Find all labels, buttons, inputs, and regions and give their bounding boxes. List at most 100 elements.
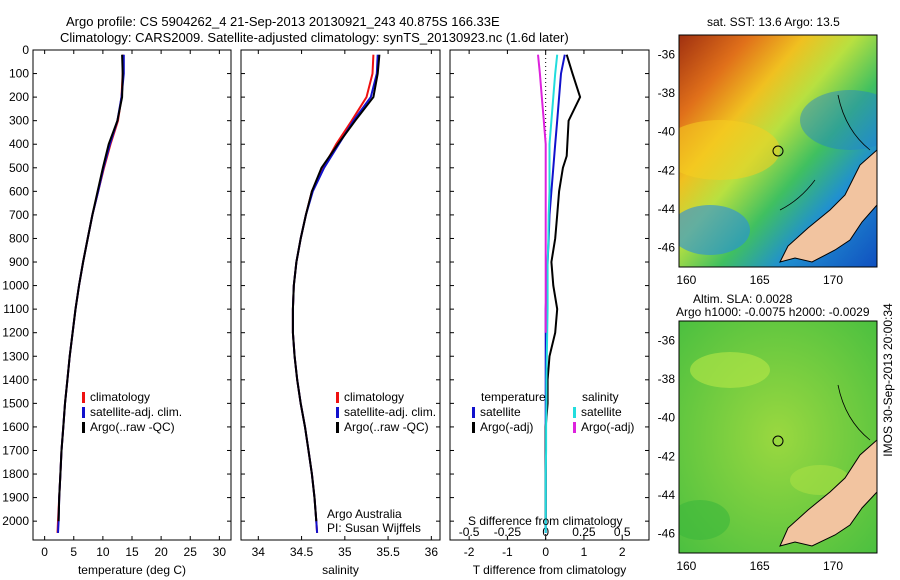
temp-xtick-label: 0 [41,545,48,559]
sla-map-ytick-label: -40 [658,411,676,425]
sal-legend-label: climatology [344,390,404,404]
figure-title-line2: Climatology: CARS2009. Satellite-adjuste… [60,30,569,45]
diff-xtick-label: 1 [581,545,588,559]
ytick-label: 400 [9,137,29,151]
salinity-annotation-line1: Argo Australia [327,507,402,521]
sal-xtick-label: 35.5 [376,545,400,559]
ytick-label: 600 [9,184,29,198]
temp-series-argo-raw-qc- [57,54,124,522]
diff-s-legend-label: Argo(-adj) [581,420,634,434]
sla-map-title: Altim. SLA: 0.0028 [693,292,793,306]
temp-xtick-label: 25 [184,545,198,559]
diff-xtick-label: -1 [502,545,513,559]
temp-legend-label: climatology [90,390,150,404]
temp-xtick-label: 5 [70,545,77,559]
ytick-label: 900 [9,255,29,269]
temp-xtick-label: 20 [154,545,168,559]
sst-map-ytick-label: -40 [658,125,676,139]
diff-s-xtick-label: -0.5 [459,525,480,539]
ytick-label: 1800 [2,467,29,481]
sla-map-ytick-label: -38 [658,372,676,386]
ytick-label: 300 [9,114,29,128]
diff-t-legend-label: Argo(-adj) [480,420,533,434]
sal-series-argo-raw-qc- [291,54,381,522]
sst-map-ytick-label: -44 [658,202,676,216]
sal-xtick-label: 36 [425,545,439,559]
ytick-label: 1200 [2,326,29,340]
ytick-label: 1100 [3,302,29,316]
diff-legend-title-salinity: salinity [582,390,619,404]
ytick-label: 1300 [2,349,29,363]
sst-map-ytick-label: -42 [658,163,676,177]
sal-xtick-label: 35 [338,545,352,559]
sal-xtick-label: 34.5 [290,545,314,559]
diff-series-s-argo-adj- [537,54,547,333]
ytick-label: 0 [22,43,29,57]
sla-map-subtitle: Argo h1000: -0.0075 h2000: -0.0029 [676,305,870,319]
sst-map-ytick-label: -46 [658,241,676,255]
diff-t-legend-swatch [472,407,475,418]
temp-legend-label: satellite-adj. clim. [90,405,182,419]
sla-map-xtick-label: 165 [750,559,770,573]
sst-map-title: sat. SST: 13.6 Argo: 13.5 [707,15,840,29]
salinity-annotation-line2: PI: Susan Wijffels [327,521,421,535]
ytick-label: 1600 [2,420,29,434]
sst-map-xtick-label: 165 [750,273,770,287]
temp-legend-swatch [82,422,85,433]
diff-s-xtick-label: 0.25 [572,525,596,539]
temp-xtick-label: 30 [213,545,227,559]
sla-map-xtick-label: 160 [676,559,696,573]
maps-group [678,34,878,554]
ytick-label: 1500 [2,396,29,410]
sal-legend-label: satellite-adj. clim. [344,405,436,419]
ytick-label: 100 [9,67,29,81]
ytick-label: 500 [9,161,29,175]
temp-legend-label: Argo(..raw -QC) [90,420,175,434]
sal-axes-frame [240,49,441,541]
temp-xlabel: temperature (deg C) [78,563,186,577]
sla-map [679,321,877,553]
diff-legend-title-temperature: temperature [481,390,546,404]
timestamp-side-label: IMOS 30-Sep-2013 20:00:34 [881,303,895,457]
ytick-label: 200 [9,90,29,104]
diff-s-xtick-label: 0.5 [614,525,631,539]
diff-s-legend-swatch [573,422,576,433]
sla-map-xtick-label: 170 [823,559,843,573]
sla-map-ytick-label: -36 [658,333,676,347]
diff-xtick-label: -2 [464,545,475,559]
sal-xtick-label: 34 [252,545,266,559]
sal-legend-label: Argo(..raw -QC) [344,420,429,434]
diff-t-legend-swatch [472,422,475,433]
ytick-label: 800 [9,231,29,245]
ytick-label: 2000 [2,514,29,528]
sal-xlabel: salinity [322,563,359,577]
diff-xlabel: T difference from climatology [473,563,627,577]
diff-s-xtick-label: -0.25 [494,525,522,539]
diff-s-legend-swatch [573,407,576,418]
sla-map-ytick-label: -46 [658,527,676,541]
sal-legend-swatch [336,422,339,433]
sst-map-xtick-label: 160 [676,273,696,287]
ytick-label: 1700 [2,443,29,457]
temp-legend-swatch [82,392,85,403]
sal-legend-swatch [336,407,339,418]
diff-t-legend-label: satellite [480,405,521,419]
diff-axes-frame [449,49,650,541]
sst-map [679,35,877,267]
sst-map-ytick-label: -36 [658,47,676,61]
diff-xtick-label: 0 [542,545,549,559]
figure-title-line1: Argo profile: CS 5904262_4 21-Sep-2013 2… [66,14,500,29]
temp-legend-swatch [82,407,85,418]
sla-map-ytick-label: -42 [658,449,676,463]
sst-map-xtick-label: 170 [823,273,843,287]
temp-xtick-label: 15 [125,545,139,559]
diff-xtick-label: 2 [619,545,626,559]
sst-map-ytick-label: -38 [658,86,676,100]
diff-top-xlabel: S difference from climatology [468,514,623,528]
sal-legend-swatch [336,392,339,403]
temp-xtick-label: 10 [96,545,110,559]
ytick-label: 700 [9,208,29,222]
diff-s-legend-label: satellite [581,405,622,419]
ytick-label: 1900 [2,491,29,505]
